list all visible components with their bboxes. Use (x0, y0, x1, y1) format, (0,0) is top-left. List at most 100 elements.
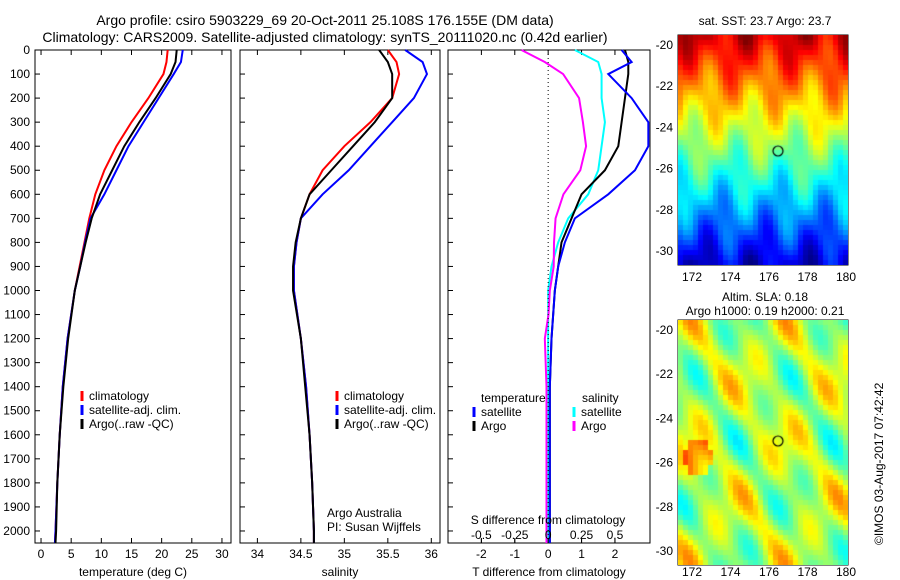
y-tick-label: 900 (10, 259, 30, 273)
legend-title-temperature: temperature (481, 391, 546, 405)
y-tick-label: 800 (10, 235, 30, 249)
legend-label: satellite (481, 405, 522, 419)
x2-tick-label: 0 (545, 528, 552, 542)
x-tick-label: 0 (38, 547, 45, 561)
x-tick-label: 2 (612, 547, 619, 561)
x-tick-label: 35.5 (376, 547, 400, 561)
sst-x-tick-label: 174 (720, 270, 740, 284)
y-tick-label: 700 (10, 211, 30, 225)
x-tick-label: 30 (215, 547, 229, 561)
series-line-t-satellite (548, 49, 650, 543)
x-tick-label: 34 (251, 547, 265, 561)
sst-map (678, 35, 848, 265)
y-tick-label: 500 (10, 163, 30, 177)
series-line-climatology (292, 49, 401, 543)
y-tick-label: 1700 (3, 452, 30, 466)
x-tick-label: 36 (425, 547, 439, 561)
sla-x-tick-label: 176 (759, 565, 779, 579)
sla-y-tick-label: -26 (656, 456, 674, 470)
x2-tick-label: 0.5 (607, 528, 624, 542)
legend-title-salinity: salinity (582, 391, 619, 405)
sst-x-tick-label: 172 (682, 270, 702, 284)
legend-label: satellite-adj. clim. (344, 403, 436, 417)
sst-x-tick-label: 178 (797, 270, 817, 284)
sst-y-tick-label: -22 (656, 79, 674, 93)
sla-map-label: Altim. SLA: 0.18 (721, 290, 809, 304)
y-tick-label: 1900 (3, 500, 30, 514)
sst-y-tick-label: -30 (656, 244, 674, 258)
series-line-t-argo (548, 49, 630, 543)
y-tick-label: 2000 (3, 524, 30, 538)
series-line-argo-raw-qc- (54, 49, 178, 544)
series-line-s-argo (520, 49, 588, 543)
series-line-climatology (53, 49, 169, 544)
sst-x-tick-label: 180 (836, 270, 856, 284)
sst-y-tick-label: -24 (656, 120, 674, 134)
legend-label: Argo(..raw -QC) (344, 417, 429, 431)
y-tick-label: 1500 (3, 404, 30, 418)
x-tick-label: -2 (476, 547, 487, 561)
y-tick-label: 1800 (3, 476, 30, 490)
sla-map-label-2: Argo h1000: 0.19 h2000: 0.21 (685, 304, 845, 318)
y-tick-label: 300 (10, 115, 30, 129)
legend-label: climatology (89, 389, 149, 403)
series-line-satellite-adj-clim- (292, 49, 429, 543)
y-tick-label: 0 (23, 43, 30, 57)
x-axis-label: T difference from climatology (472, 565, 626, 579)
sst-y-tick-label: -28 (656, 203, 674, 217)
y-tick-label: 600 (10, 187, 30, 201)
x-tick-label: -1 (509, 547, 520, 561)
x2-tick-label: -0.5 (471, 528, 492, 542)
sst-x-tick-label: 176 (759, 270, 779, 284)
plot-frame-1 (239, 49, 441, 544)
legend-label: Argo (481, 419, 507, 433)
imos-timestamp: ©IMOS 03-Aug-2017 07:42:42 (872, 382, 886, 545)
y-tick-label: 1200 (3, 332, 30, 346)
y-tick-label: 1100 (4, 308, 30, 322)
sla-map (678, 320, 848, 565)
legend-label: climatology (344, 389, 404, 403)
sst-map-label: sat. SST: 23.7 Argo: 23.7 (698, 14, 832, 28)
sla-x-tick-label: 180 (836, 565, 856, 579)
sst-y-tick-label: -20 (656, 38, 674, 52)
annotation-argo-australia: Argo Australia (327, 506, 402, 520)
y-tick-label: 400 (10, 139, 30, 153)
x2-axis-label: S difference from climatology (471, 513, 626, 527)
x-tick-label: 34.5 (289, 547, 313, 561)
sst-y-tick-label: -26 (656, 162, 674, 176)
legend-label: Argo(..raw -QC) (89, 417, 174, 431)
x-tick-label: 20 (155, 547, 169, 561)
figure-subtitle: Climatology: CARS2009. Satellite-adjuste… (42, 29, 608, 45)
sla-y-tick-label: -20 (656, 323, 674, 337)
sla-x-tick-label: 172 (682, 565, 702, 579)
figure-title: Argo profile: csiro 5903229_69 20-Oct-20… (96, 12, 554, 28)
x-tick-label: 15 (125, 547, 139, 561)
y-tick-label: 1600 (3, 428, 30, 442)
sla-y-tick-label: -28 (656, 500, 674, 514)
series-line-s-satellite (547, 49, 606, 543)
x-axis-label: temperature (deg C) (79, 565, 187, 579)
x-tick-label: 0 (545, 547, 552, 561)
x2-tick-label: -0.25 (501, 528, 529, 542)
y-tick-label: 1400 (3, 380, 30, 394)
sla-x-tick-label: 178 (797, 565, 817, 579)
legend-label: satellite (581, 405, 622, 419)
annotation-pi: PI: Susan Wijffels (327, 520, 421, 534)
x-axis-label: salinity (322, 565, 359, 579)
y-tick-label: 100 (10, 67, 30, 81)
legend-label: Argo (581, 419, 607, 433)
sla-y-tick-label: -22 (656, 367, 674, 381)
x-tick-label: 10 (95, 547, 109, 561)
x-tick-label: 35 (338, 547, 352, 561)
legend-label: satellite-adj. clim. (89, 403, 181, 417)
y-tick-label: 1300 (3, 356, 30, 370)
sla-x-tick-label: 174 (720, 565, 740, 579)
x-tick-label: 1 (578, 547, 585, 561)
sla-y-tick-label: -24 (656, 411, 674, 425)
series-line-argo-raw-qc- (292, 49, 394, 543)
x-tick-label: 25 (185, 547, 199, 561)
plot-frame-0 (34, 49, 232, 544)
y-tick-label: 1000 (3, 283, 30, 297)
